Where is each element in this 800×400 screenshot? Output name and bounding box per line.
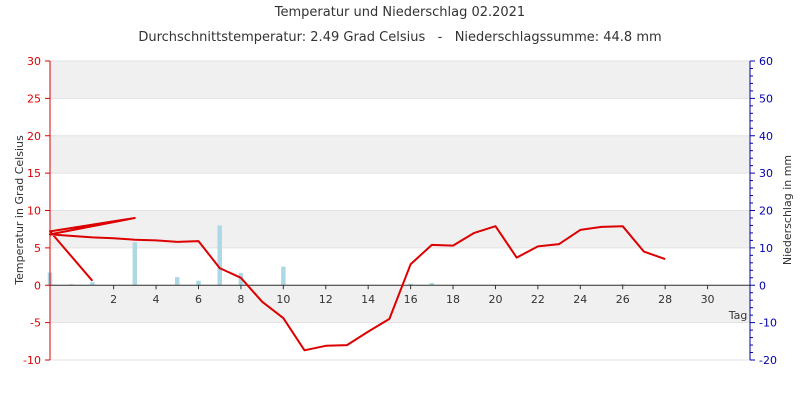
band <box>50 210 750 248</box>
x-tick-label: 20 <box>488 293 502 306</box>
precipitation-bar <box>217 225 222 286</box>
precipitation-bar <box>408 283 413 286</box>
chart-title: Temperatur und Niederschlag 02.2021 <box>274 5 525 20</box>
precipitation-bar <box>132 242 138 286</box>
left-tick-label: 15 <box>27 167 41 180</box>
right-tick-label: 40 <box>759 130 773 143</box>
band <box>50 135 750 174</box>
x-tick-label: 30 <box>701 293 715 306</box>
band <box>50 61 750 99</box>
precipitation-bar <box>90 282 95 286</box>
y-left-axis-label: Temperatur in Grad Celsius <box>13 135 26 286</box>
precipitation-bar <box>281 266 286 286</box>
x-tick-label: 28 <box>658 293 672 306</box>
x-tick-label: 4 <box>153 293 160 306</box>
left-tick-label: 25 <box>27 92 41 105</box>
x-axis-ticks: 2 4 6 8 10 12 14 16 18 20 22 24 26 28 30 <box>110 285 715 306</box>
precipitation-bar <box>196 280 201 286</box>
left-tick-label: -5 <box>30 317 41 330</box>
x-tick-label: 12 <box>319 293 333 306</box>
left-tick-label: 20 <box>27 130 41 143</box>
temperature-line <box>49 217 666 352</box>
right-tick-label: 20 <box>759 205 773 218</box>
x-tick-label: 6 <box>195 293 202 306</box>
precipitation-bar <box>175 277 180 286</box>
right-axis-ticks: -20 -10 0 10 20 30 40 50 60 <box>750 55 777 367</box>
left-tick-label: -10 <box>23 354 41 367</box>
chart-subtitle: Durchschnittstemperatur: 2.49 Grad Celsi… <box>138 30 661 45</box>
right-tick-label: 10 <box>759 242 773 255</box>
right-tick-label: -10 <box>759 317 777 330</box>
gridlines <box>50 60 750 361</box>
right-tick-label: -20 <box>759 354 777 367</box>
right-tick-label: 30 <box>759 167 773 180</box>
right-tick-label: 50 <box>759 92 773 105</box>
right-tick-label: 0 <box>759 279 766 292</box>
left-tick-label: 30 <box>27 55 41 68</box>
precipitation-bar <box>429 283 435 286</box>
x-tick-label: 18 <box>446 293 460 306</box>
x-tick-label: 26 <box>616 293 630 306</box>
x-axis-label: Tag <box>728 309 748 322</box>
left-tick-label: 5 <box>34 242 41 255</box>
left-axis-ticks: -10 -5 0 5 10 15 20 25 30 <box>23 55 50 367</box>
x-tick-label: 22 <box>531 293 545 306</box>
left-tick-label: 0 <box>34 279 41 292</box>
precipitation-bar <box>68 284 74 286</box>
precipitation-bar <box>620 284 625 286</box>
x-tick-label: 10 <box>276 293 290 306</box>
x-tick-label: 8 <box>237 293 244 306</box>
x-tick-label: 2 <box>110 293 117 306</box>
x-tick-label: 24 <box>573 293 587 306</box>
left-tick-label: 10 <box>27 205 41 218</box>
x-tick-label: 16 <box>404 293 418 306</box>
y-right-axis-label: Niederschlag in mm <box>781 155 794 265</box>
x-tick-label: 14 <box>361 293 375 306</box>
right-tick-label: 60 <box>759 55 773 68</box>
